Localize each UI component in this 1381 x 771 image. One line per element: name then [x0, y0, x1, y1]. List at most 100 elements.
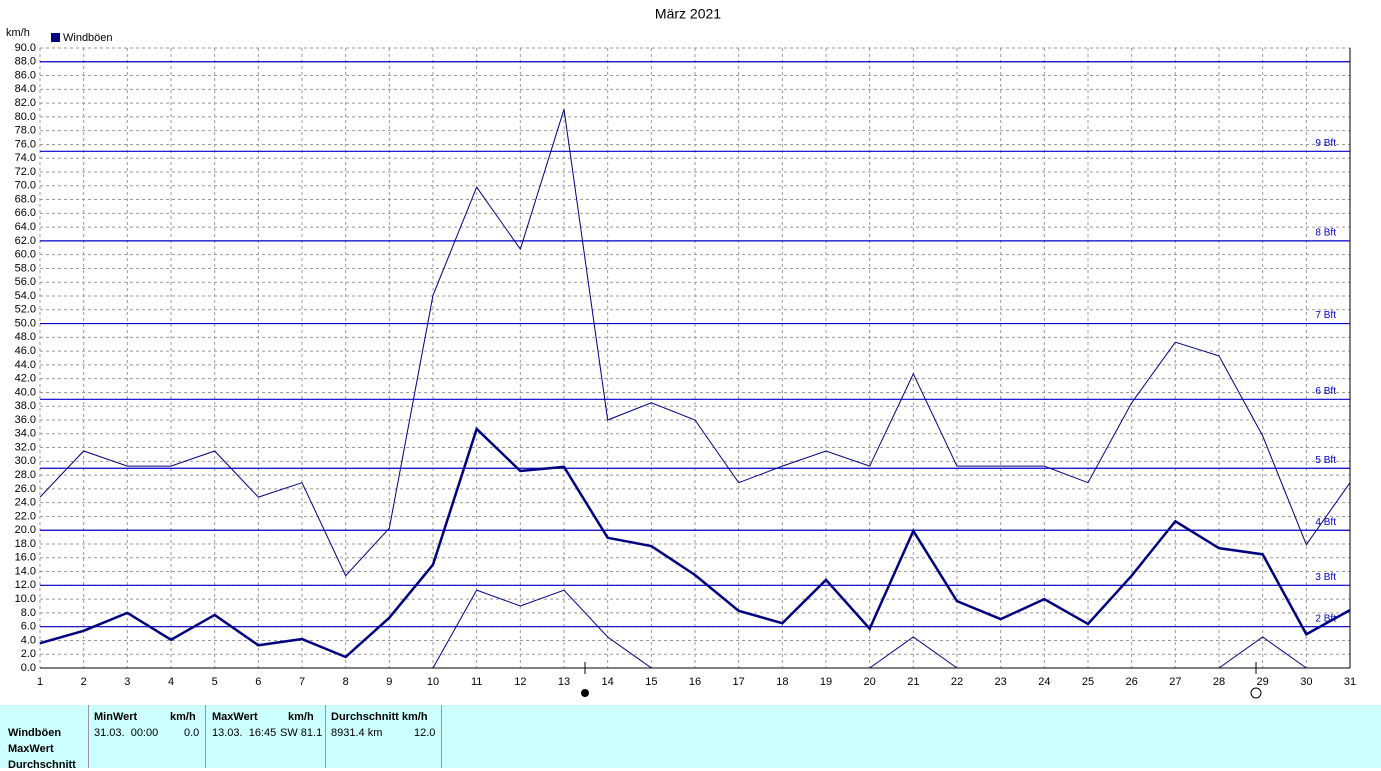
cell-time: 31.03. 00:00 [94, 727, 159, 739]
y-tick-label: 16.0 [15, 552, 36, 564]
y-tick-label: 38.0 [15, 400, 36, 412]
row-label: Windböen [8, 727, 62, 739]
y-tick-label: 68.0 [15, 193, 36, 205]
y-tick-label: 6.0 [21, 621, 36, 633]
x-tick-label: 13 [558, 676, 570, 688]
data-line [39, 426, 1351, 659]
cell-value: 12.0 [414, 727, 436, 739]
y-tick-label: 30.0 [15, 455, 36, 467]
column-unit: km/h [288, 711, 314, 723]
reference-label: 7 Bft [1315, 310, 1336, 321]
x-tick-label: 15 [645, 676, 657, 688]
x-tick-label: 24 [1038, 676, 1050, 688]
data-line [432, 589, 1307, 669]
column-title: MaxWert [212, 711, 258, 723]
y-tick-label: 72.0 [15, 166, 36, 178]
new-moon-icon [581, 689, 589, 697]
reference-label: 6 Bft [1315, 386, 1336, 397]
x-tick-label: 27 [1169, 676, 1181, 688]
x-tick-label: 30 [1300, 676, 1312, 688]
y-tick-label: 44.0 [15, 359, 36, 371]
y-tick-label: 62.0 [15, 235, 36, 247]
y-tick-label: 88.0 [15, 56, 36, 68]
x-tick-label: 1 [37, 676, 43, 688]
y-tick-label: 82.0 [15, 97, 36, 109]
x-tick-label: 9 [386, 676, 392, 688]
y-tick-label: 46.0 [15, 345, 36, 357]
y-tick-label: 20.0 [15, 524, 36, 536]
cell-value: 0.0 [184, 727, 200, 739]
x-tick-label: 4 [168, 676, 174, 688]
x-tick-label: 31 [1344, 676, 1356, 688]
x-tick-label: 29 [1257, 676, 1269, 688]
y-tick-label: 36.0 [15, 414, 36, 426]
x-tick-label: 8 [343, 676, 349, 688]
column-unit: km/h [170, 711, 196, 723]
y-tick-label: 42.0 [15, 373, 36, 385]
y-tick-label: 22.0 [15, 510, 36, 522]
y-tick-label: 74.0 [15, 152, 36, 164]
y-tick-label: 10.0 [15, 593, 36, 605]
y-tick-label: 78.0 [15, 125, 36, 137]
reference-label: 2 Bft [1315, 613, 1336, 624]
column-title: MinWert [94, 711, 138, 723]
row-label: MaxWert [8, 743, 54, 755]
y-tick-label: 18.0 [15, 538, 36, 550]
x-tick-label: 5 [212, 676, 218, 688]
chart-title: März 2021 [655, 6, 721, 22]
legend-swatch [51, 33, 60, 42]
x-tick-label: 21 [907, 676, 919, 688]
y-tick-label: 0.0 [21, 662, 36, 674]
full-moon-icon [1250, 687, 1262, 699]
y-tick-label: 54.0 [15, 290, 36, 302]
x-tick-label: 17 [733, 676, 745, 688]
reference-label: 9 Bft [1315, 138, 1336, 149]
y-tick-label: 2.0 [21, 648, 36, 660]
y-tick-label: 84.0 [15, 83, 36, 95]
separator [88, 705, 89, 768]
x-tick-label: 28 [1213, 676, 1225, 688]
y-tick-label: 52.0 [15, 304, 36, 316]
x-tick-label: 7 [299, 676, 305, 688]
y-tick-label: 90.0 [15, 42, 36, 54]
y-tick-label: 32.0 [15, 441, 36, 453]
y-tick-label: 26.0 [15, 483, 36, 495]
y-tick-label: 48.0 [15, 331, 36, 343]
y-tick-label: 14.0 [15, 565, 36, 577]
x-tick-label: 14 [602, 676, 614, 688]
y-tick-label: 66.0 [15, 207, 36, 219]
y-tick-label: 86.0 [15, 69, 36, 81]
x-tick-label: 26 [1126, 676, 1138, 688]
x-tick-label: 22 [951, 676, 963, 688]
x-tick-label: 23 [995, 676, 1007, 688]
x-tick-label: 12 [514, 676, 526, 688]
cell-value: SW 81.1 [280, 727, 323, 739]
y-tick-label: 80.0 [15, 111, 36, 123]
chart: März 2021 km/h Windböen 0.0 2.0 4.06.0 8.0 1… [6, 6, 1356, 699]
separator [441, 705, 442, 768]
y-tick-label: 50.0 [15, 317, 36, 329]
y-tick-label: 28.0 [15, 469, 36, 481]
y-tick-label: 24.0 [15, 497, 36, 509]
x-tick-label: 2 [81, 676, 87, 688]
column-title: Durchschnitt km/h [331, 711, 428, 723]
y-tick-label: 8.0 [21, 607, 36, 619]
reference-label: 4 Bft [1315, 517, 1336, 528]
y-tick-label: 4.0 [21, 634, 36, 646]
x-tick-label: 16 [689, 676, 701, 688]
cell-time: 13.03. 16:45 [212, 727, 277, 739]
x-tick-label: 11 [471, 676, 482, 688]
y-tick-label: 56.0 [15, 276, 36, 288]
x-tick-label: 18 [776, 676, 788, 688]
y-tick-label: 58.0 [15, 262, 36, 274]
y-tick-label: 70.0 [15, 180, 36, 192]
y-tick-label: 64.0 [15, 221, 36, 233]
y-tick-label: 34.0 [15, 428, 36, 440]
legend-label: Windböen [63, 32, 113, 44]
reference-label: 3 Bft [1315, 572, 1336, 583]
x-tick-label: 6 [255, 676, 261, 688]
x-tick-label: 19 [820, 676, 832, 688]
separator [205, 705, 206, 768]
y-tick-label: 76.0 [15, 138, 36, 150]
